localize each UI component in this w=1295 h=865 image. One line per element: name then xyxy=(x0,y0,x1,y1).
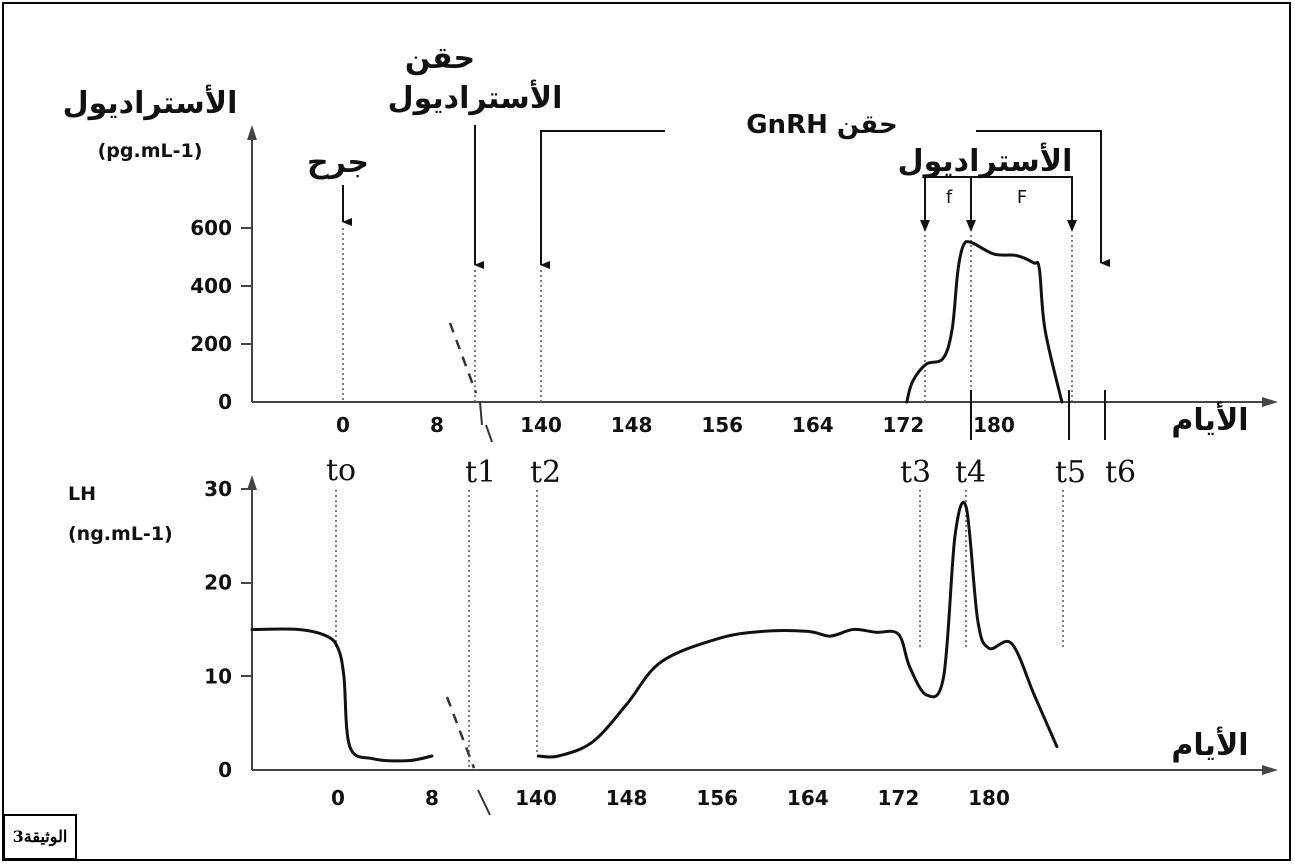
bottom-x-ticks: 0 8 140 148 156 164 172 180 xyxy=(331,786,1010,810)
time-marker-t2: t2 xyxy=(530,455,561,490)
top-axes xyxy=(241,125,1278,407)
top-x-tick-140: 140 xyxy=(520,413,562,437)
phase-bracket xyxy=(924,176,1073,222)
document-label: الوثيقة3 xyxy=(3,814,77,860)
lh-curve-early xyxy=(250,627,434,763)
estradiol-injection-label-1: حقن xyxy=(405,41,475,76)
top-y-tick-200: 200 xyxy=(190,332,232,356)
top-x-tick-156: 156 xyxy=(701,413,743,437)
top-y-unit: (pg.mL-1) xyxy=(98,140,203,162)
top-x-tick-180: 180 xyxy=(973,413,1015,437)
top-y-label: الأستراديول xyxy=(63,84,238,121)
bottom-y-unit: (ng.mL-1) xyxy=(68,523,173,545)
gnrh-injection-bracket-right xyxy=(976,130,1110,267)
top-y-tick-400: 400 xyxy=(190,274,232,298)
bottom-y-ticks: 0 10 20 30 xyxy=(204,477,232,782)
bottom-y-tick-10: 10 xyxy=(204,664,232,688)
gnrh-injection-bracket xyxy=(540,130,665,269)
estradiol-level-label: الأستراديول xyxy=(898,142,1073,179)
top-tick-lines xyxy=(970,390,1106,440)
gnrh-injection-label: حقن GnRH xyxy=(746,110,898,140)
bottom-guides xyxy=(335,490,1064,770)
top-x-tick-172: 172 xyxy=(883,413,925,437)
bottom-x-tick-8: 8 xyxy=(425,786,439,810)
top-x-tick-8: 8 xyxy=(430,413,444,437)
time-marker-t4: t4 xyxy=(955,455,986,490)
time-marker-t3: t3 xyxy=(900,455,931,490)
top-x-ticks: 0 8 140 148 156 164 172 180 xyxy=(336,413,1015,437)
top-axis-break-slash xyxy=(485,424,493,443)
phase-F-label: F xyxy=(1017,187,1027,208)
time-marker-t5: t5 xyxy=(1055,455,1086,490)
bottom-x-tick-172: 172 xyxy=(878,786,920,810)
top-y-tick-600: 600 xyxy=(190,216,232,240)
lh-curve-late xyxy=(536,500,1059,759)
bottom-x-tick-140: 140 xyxy=(515,786,557,810)
estradiol-chart: 0 200 400 600 0 8 140 148 156 164 172 180 الأستراد… xyxy=(63,41,1278,490)
bottom-y-label: LH xyxy=(68,483,96,505)
phase-arrowheads xyxy=(920,220,1077,232)
top-x-tick-148: 148 xyxy=(611,413,653,437)
top-axis-break xyxy=(479,401,483,426)
bottom-y-tick-30: 30 xyxy=(204,477,232,501)
top-x-tick-0: 0 xyxy=(336,413,350,437)
top-x-label: الأيام xyxy=(1171,401,1248,438)
lh-chart: 0 10 20 30 0 8 140 148 156 164 172 180 LH (ng.mL-1… xyxy=(68,475,1278,816)
bottom-y-tick-20: 20 xyxy=(204,571,232,595)
bottom-dashed-break xyxy=(445,696,476,769)
bottom-x-tick-164: 164 xyxy=(787,786,829,810)
bottom-axis-break-slash xyxy=(477,789,491,816)
surgery-label: جرح xyxy=(307,145,369,180)
top-x-tick-164: 164 xyxy=(792,413,834,437)
time-marker-t1: t1 xyxy=(465,455,496,490)
bottom-x-label: الأيام xyxy=(1171,726,1248,763)
bottom-x-tick-148: 148 xyxy=(606,786,648,810)
estradiol-injection-label-2: الأستراديول xyxy=(388,79,563,116)
top-dashed-break xyxy=(448,322,478,394)
time-marker-t0: to xyxy=(326,453,356,488)
phase-f-label: f xyxy=(946,187,953,208)
time-marker-t6: t6 xyxy=(1105,455,1136,490)
bottom-x-tick-180: 180 xyxy=(968,786,1010,810)
bottom-axes xyxy=(241,475,1278,775)
top-y-tick-0: 0 xyxy=(218,390,232,414)
time-markers: to t1 t2 t3 t4 t5 t6 xyxy=(326,453,1136,490)
top-y-ticks: 0 200 400 600 xyxy=(190,216,232,414)
bottom-x-tick-156: 156 xyxy=(696,786,738,810)
top-guides xyxy=(342,228,1073,402)
estradiol-curve xyxy=(905,240,1064,404)
bottom-y-tick-0: 0 xyxy=(218,758,232,782)
bottom-x-tick-0: 0 xyxy=(331,786,345,810)
